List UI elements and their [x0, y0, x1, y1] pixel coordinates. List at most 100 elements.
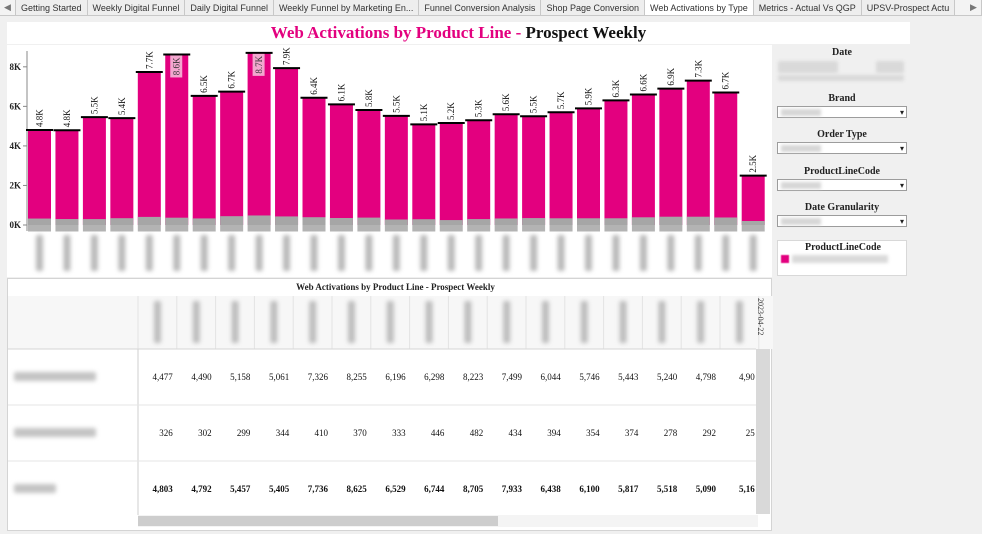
crosstab-cell: 5,443: [618, 372, 639, 382]
tab-2[interactable]: Daily Digital Funnel: [185, 0, 274, 15]
bar-secondary[interactable]: [604, 218, 628, 225]
bar-base-band: [659, 225, 683, 232]
data-label: 6.7K: [227, 70, 237, 88]
bar-secondary[interactable]: [714, 217, 738, 225]
bar-primary[interactable]: [137, 72, 161, 225]
bar-secondary[interactable]: [357, 217, 381, 225]
date-range-slider[interactable]: [778, 75, 904, 81]
bar-primary[interactable]: [549, 112, 573, 225]
crosstab-cell: 7,736: [308, 484, 329, 494]
bar-primary[interactable]: [686, 80, 710, 225]
bar-primary[interactable]: [714, 92, 738, 225]
tab-6[interactable]: Web Activations by Type: [645, 0, 754, 15]
bar-primary[interactable]: [329, 104, 353, 225]
bar-primary[interactable]: [631, 94, 655, 226]
bar-secondary[interactable]: [137, 216, 161, 225]
bar-primary[interactable]: [220, 91, 244, 225]
crosstab-col-header-partial: 2023-04-22: [756, 298, 765, 335]
bar-primary[interactable]: [577, 108, 600, 225]
bar-primary[interactable]: [165, 54, 189, 225]
bar-primary[interactable]: [522, 116, 546, 225]
date-filter-end[interactable]: [876, 61, 904, 73]
bar-secondary[interactable]: [28, 218, 51, 225]
tab-1[interactable]: Weekly Digital Funnel: [87, 0, 186, 15]
data-label: 5.6K: [501, 93, 511, 111]
horizontal-scrollbar-thumb[interactable]: [138, 516, 498, 526]
bar-primary[interactable]: [467, 120, 491, 225]
data-label: 8.6K: [172, 57, 182, 75]
bar-primary[interactable]: [494, 114, 518, 225]
bar-primary[interactable]: [275, 68, 299, 226]
bar-secondary[interactable]: [247, 215, 271, 225]
product-line-code-dropdown[interactable]: ▾: [777, 179, 907, 191]
bar-primary[interactable]: [302, 97, 326, 225]
bar-primary[interactable]: [412, 124, 436, 225]
bar-primary[interactable]: [82, 117, 106, 225]
bar-primary[interactable]: [55, 130, 79, 225]
date-granularity-dropdown[interactable]: ▾: [777, 215, 907, 227]
data-label: 7.7K: [144, 51, 154, 69]
tab-0[interactable]: Getting Started: [16, 0, 88, 15]
bar-secondary[interactable]: [82, 219, 106, 225]
bar-secondary[interactable]: [686, 216, 710, 225]
legend-swatch[interactable]: [781, 255, 789, 263]
tab-scroll-left-icon[interactable]: ◀: [0, 0, 16, 15]
bar-primary[interactable]: [110, 118, 134, 225]
bar-primary[interactable]: [741, 175, 765, 225]
crosstab-cell: 278: [664, 428, 678, 438]
bar-secondary[interactable]: [439, 220, 463, 225]
bar-secondary[interactable]: [741, 221, 765, 225]
bar-base-band: [329, 225, 353, 232]
bar-primary[interactable]: [192, 95, 216, 225]
crosstab-col-header-blurred: [231, 301, 239, 343]
data-label: 5.4K: [117, 97, 127, 115]
date-filter-start[interactable]: [778, 61, 838, 73]
bar-secondary[interactable]: [494, 218, 518, 225]
bar-secondary[interactable]: [110, 218, 134, 225]
data-label: 6.4K: [309, 76, 319, 94]
bar-base-band: [247, 225, 271, 232]
tab-5[interactable]: Shop Page Conversion: [541, 0, 645, 15]
order-type-filter-title: Order Type: [817, 129, 867, 140]
crosstab-cell: 8,625: [347, 484, 368, 494]
data-label: 4.8K: [35, 109, 45, 127]
brand-dropdown[interactable]: ▾: [777, 106, 907, 118]
bar-secondary[interactable]: [165, 217, 189, 225]
bar-primary[interactable]: [604, 100, 628, 225]
bar-primary[interactable]: [247, 52, 271, 225]
tab-4[interactable]: Funnel Conversion Analysis: [419, 0, 542, 15]
bar-primary[interactable]: [384, 115, 408, 225]
bar-primary[interactable]: [659, 88, 683, 225]
data-label: 5.2K: [446, 102, 456, 120]
bar-secondary[interactable]: [275, 216, 299, 225]
bar-secondary[interactable]: [384, 219, 408, 225]
bar-secondary[interactable]: [522, 218, 546, 225]
bar-secondary[interactable]: [631, 217, 655, 225]
bar-secondary[interactable]: [467, 219, 491, 225]
bar-primary[interactable]: [439, 122, 463, 225]
bar-base-band: [220, 225, 244, 232]
data-label: 6.9K: [666, 67, 676, 85]
bar-secondary[interactable]: [192, 218, 216, 225]
bar-secondary[interactable]: [412, 219, 436, 225]
tab-3[interactable]: Weekly Funnel by Marketing En...: [273, 0, 420, 15]
tab-8[interactable]: UPSV-Prospect Actu: [861, 0, 956, 15]
bar-primary[interactable]: [28, 130, 51, 225]
bar-primary[interactable]: [357, 109, 381, 225]
bar-secondary[interactable]: [302, 217, 326, 225]
bar-secondary[interactable]: [329, 218, 353, 225]
data-label: 7.3K: [693, 59, 703, 77]
order-type-dropdown[interactable]: ▾: [777, 142, 907, 154]
data-label: 5.7K: [556, 91, 566, 109]
bar-secondary[interactable]: [549, 218, 573, 225]
bar-secondary[interactable]: [55, 219, 79, 225]
vertical-scrollbar-thumb[interactable]: [756, 349, 770, 514]
bar-secondary[interactable]: [577, 218, 600, 225]
crosstab-row-header-blurred: [14, 484, 56, 493]
bar-secondary[interactable]: [659, 216, 683, 225]
title-black-part: Prospect Weekly: [525, 23, 647, 42]
tab-scroll-right-icon[interactable]: ▶: [966, 0, 982, 15]
bar-secondary[interactable]: [220, 216, 244, 225]
legend-item-label[interactable]: [792, 255, 888, 263]
tab-7[interactable]: Metrics - Actual Vs QGP: [753, 0, 862, 15]
